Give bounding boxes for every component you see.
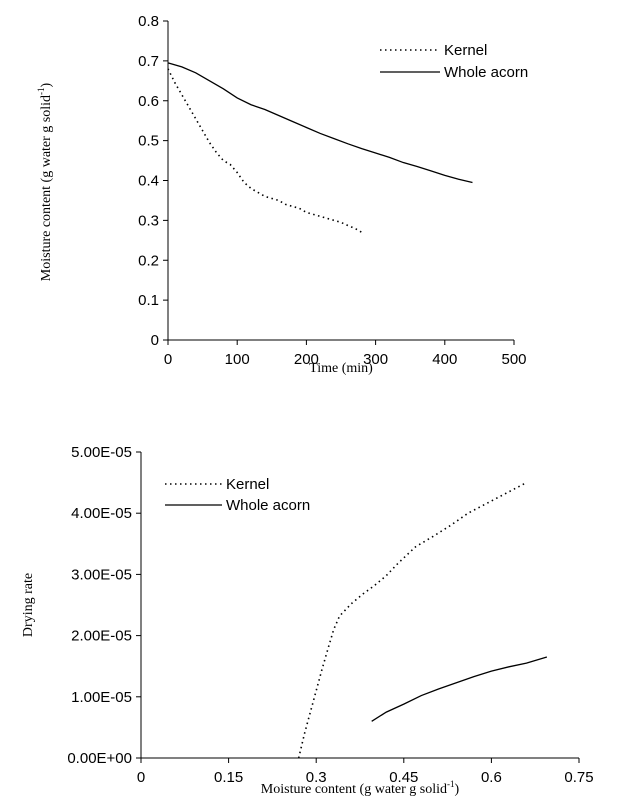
x-axis-label: Time (min) <box>309 361 373 376</box>
y-tick-label: 0.4 <box>138 173 159 190</box>
legend-kernel-label: Kernel <box>226 476 269 493</box>
x-tick-label: 0 <box>137 769 145 786</box>
x-tick-label: 0.6 <box>481 769 502 786</box>
series-line-whole-acorn <box>167 62 473 184</box>
y-tick-label: 0 <box>151 332 159 349</box>
drying-rate-chart: 0.00E+00 1.00E-05 2.00E-05 3.00E-05 4.00E-05… <box>21 444 594 797</box>
x-tick-label: 0.3 <box>306 769 327 786</box>
moisture-vs-time-chart: 0 0.1 0.2 0.3 0.4 0.5 0.6 0.7 0.8 0 100 200 300 400 5… <box>36 13 528 376</box>
y-tick-label: 0.00E+00 <box>67 750 132 767</box>
y-tick-label: 0.5 <box>138 133 159 150</box>
x-tick-label: 0.15 <box>214 769 243 786</box>
y-tick-label: 1.00E-05 <box>71 689 132 706</box>
x-axis-label: Moisture content (g water g solid-1) <box>261 779 460 797</box>
x-tick-label: 300 <box>363 351 388 368</box>
y-tick-label: 3.00E-05 <box>71 566 132 583</box>
y-axis-label: Drying rate <box>21 573 36 637</box>
y-tick-label: 4.00E-05 <box>71 505 132 522</box>
x-tick-label: 0.45 <box>389 769 418 786</box>
legend-whole-acorn-label: Whole acorn <box>226 497 310 514</box>
x-tick-label: 500 <box>501 351 526 368</box>
legend: Kernel Whole acorn <box>380 42 528 81</box>
legend: Kernel Whole acorn <box>165 476 310 514</box>
y-tick-label: 2.00E-05 <box>71 628 132 645</box>
y-tick-label: 5.00E-05 <box>71 444 132 461</box>
y-tick-label: 0.7 <box>138 53 159 70</box>
y-tick-label: 0.3 <box>138 212 159 229</box>
series-line-whole-acorn <box>371 656 548 722</box>
x-tick-label: 400 <box>432 351 457 368</box>
x-tick-label: 200 <box>294 351 319 368</box>
x-tick-label: 100 <box>225 351 250 368</box>
legend-kernel-label: Kernel <box>444 42 487 59</box>
y-axis-label: Moisture content (g water g solid-1) <box>36 82 54 281</box>
y-tick-label: 0.1 <box>138 292 159 309</box>
x-tick-label: 0.75 <box>564 769 593 786</box>
x-tick-label: 0 <box>164 351 172 368</box>
legend-whole-acorn-label: Whole acorn <box>444 64 528 81</box>
series-line-kernel <box>167 68 363 234</box>
y-tick-label: 0.2 <box>138 252 159 269</box>
y-tick-label: 0.6 <box>138 93 159 110</box>
y-tick-label: 0.8 <box>138 13 159 30</box>
series-line-kernel <box>297 481 527 759</box>
